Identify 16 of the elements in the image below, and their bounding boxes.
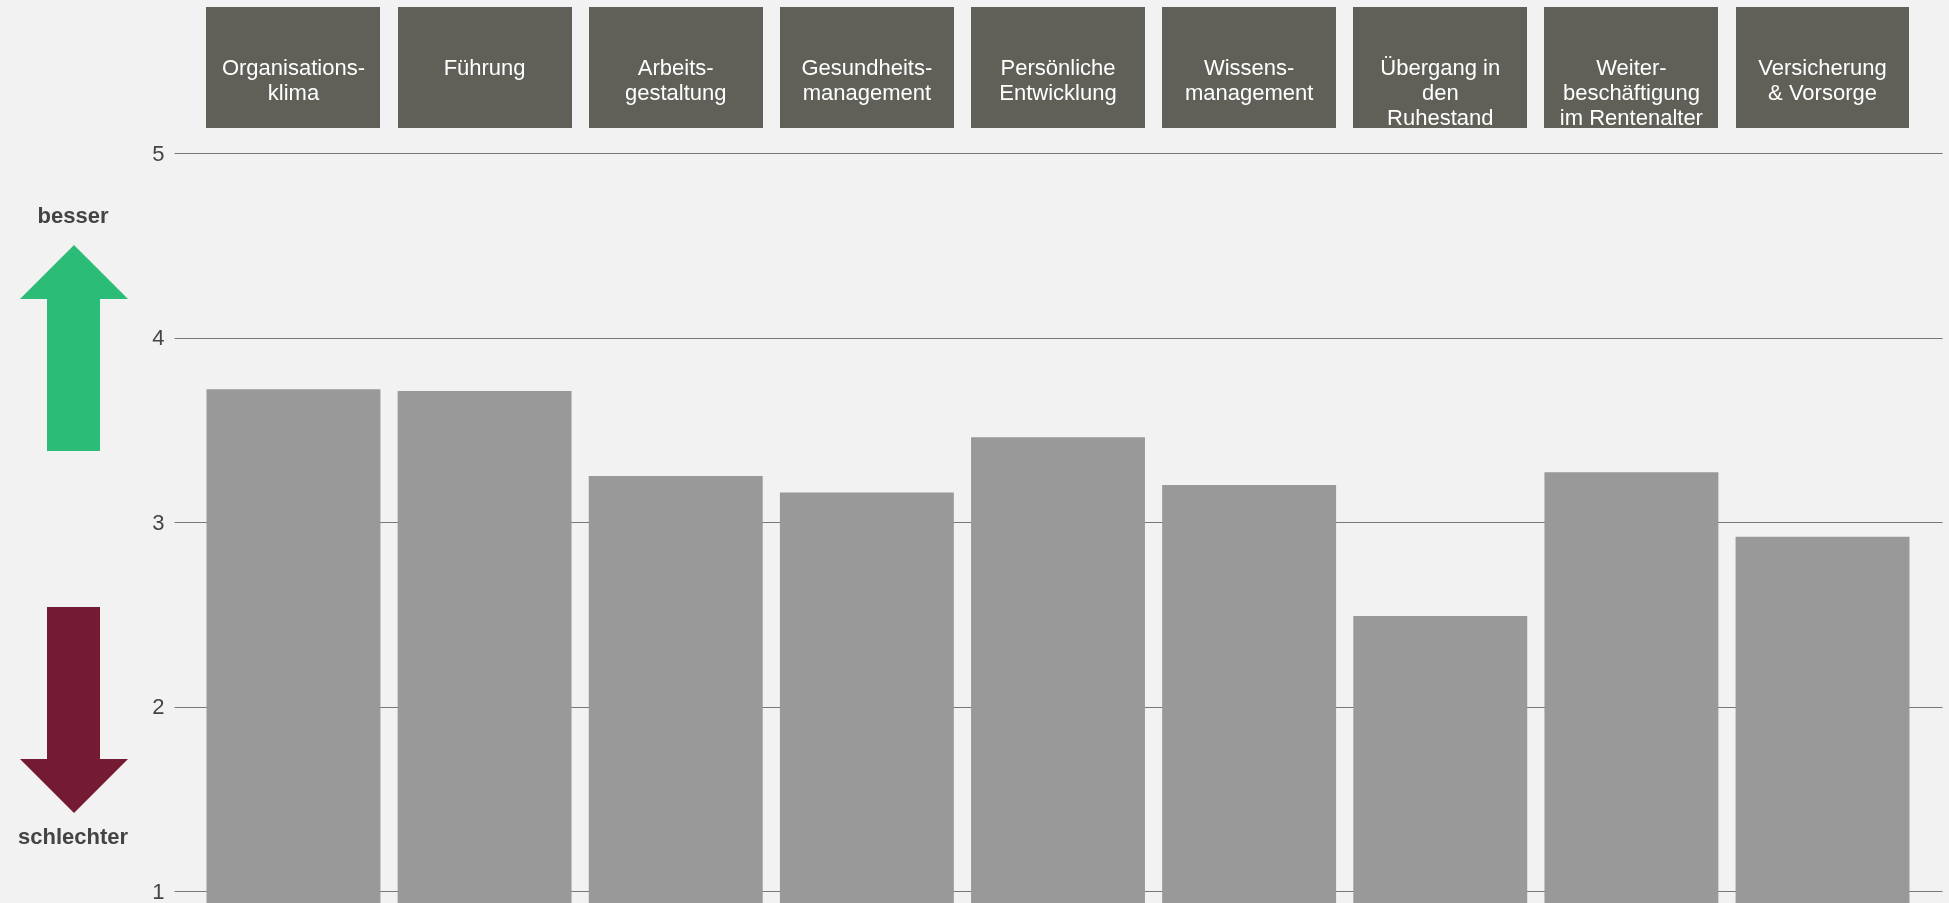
x-tick-label: Arbeits- gestaltung (624, 54, 727, 105)
y-tick-label: 4 (152, 325, 165, 350)
x-tick-label: Wissens- management (1184, 54, 1314, 105)
x-tick-label: Führung (443, 54, 526, 80)
y-tick-label: 5 (152, 140, 165, 166)
x-tick-label: Organisations- klima (221, 54, 365, 105)
y-tick-label: 1 (152, 878, 165, 903)
x-tick-label: Weiter- beschäftigung im Rentenalter (1559, 54, 1703, 130)
text: schlechter (17, 824, 129, 849)
x-tick-label: Übergang in den Ruhestand (1380, 54, 1501, 130)
text: besser (37, 203, 109, 228)
y-tick-label: 2 (152, 694, 165, 719)
x-tick-label: Gesundheits- management (801, 54, 933, 105)
x-tick-label: Versicherung & Vorsorge (1758, 54, 1887, 105)
y-tick-label: 3 (152, 509, 165, 535)
x-tick-label: Persönliche Entwicklung (999, 54, 1117, 105)
